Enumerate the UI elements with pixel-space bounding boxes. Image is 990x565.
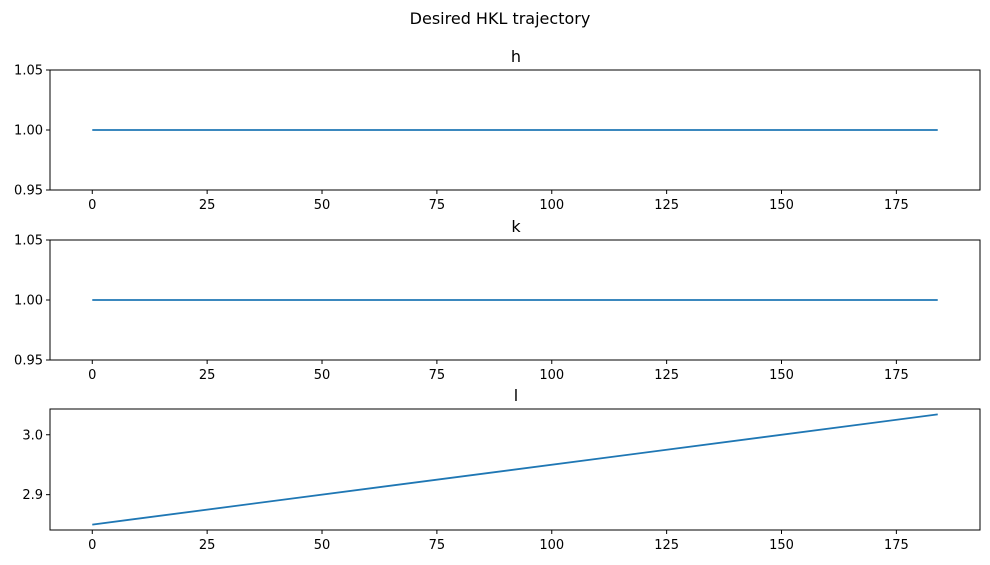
x-tick-label: 75 xyxy=(429,538,446,553)
subplot-k: k 0 25 50 75 100 125 150 175 0.95 1.00 1.05 xyxy=(14,217,981,383)
series-line-l xyxy=(92,413,938,526)
subplot-title-k: k xyxy=(511,217,521,236)
x-tick-label: 75 xyxy=(429,198,446,213)
subplot-h: h 0 25 50 75 100 125 150 175 0.95 1.00 1.05 xyxy=(14,47,981,213)
x-tick-label: 150 xyxy=(769,538,794,553)
x-tick-label: 0 xyxy=(88,198,96,213)
x-tick-label: 50 xyxy=(314,538,331,553)
x-tick-label: 150 xyxy=(769,198,794,213)
x-tick-label: 0 xyxy=(88,368,96,383)
y-tick-label: 0.95 xyxy=(14,184,43,199)
x-tick-label: 75 xyxy=(429,368,446,383)
x-tick-label: 175 xyxy=(884,198,909,213)
y-tick-label: 1.00 xyxy=(14,294,43,309)
x-tick-label: 50 xyxy=(314,198,331,213)
x-tick-label: 125 xyxy=(654,538,679,553)
x-tick-label: 100 xyxy=(539,538,564,553)
subplot-title-l: l xyxy=(514,386,518,405)
x-tick-label: 125 xyxy=(654,368,679,383)
x-tick-label: 150 xyxy=(769,368,794,383)
figure-title: Desired HKL trajectory xyxy=(410,9,591,28)
y-tick-label: 1.05 xyxy=(14,64,43,79)
x-tick-label: 50 xyxy=(314,368,331,383)
subplot-title-h: h xyxy=(511,47,521,66)
axes-frame-l xyxy=(49,408,981,531)
x-tick-label: 100 xyxy=(539,198,564,213)
x-tick-label: 125 xyxy=(654,198,679,213)
x-tick-label: 175 xyxy=(884,538,909,553)
x-tick-label: 25 xyxy=(199,198,216,213)
y-tick-label: 1.05 xyxy=(14,234,43,249)
x-tick-label: 100 xyxy=(539,368,564,383)
x-tick-label: 175 xyxy=(884,368,909,383)
x-tick-label: 0 xyxy=(88,538,96,553)
y-tick-label: 1.00 xyxy=(14,124,43,139)
x-tick-label: 25 xyxy=(199,538,216,553)
y-tick-label: 3.0 xyxy=(22,428,43,443)
y-tick-label: 2.9 xyxy=(22,488,43,503)
x-tick-label: 25 xyxy=(199,368,216,383)
subplot-l: l 0 25 50 75 100 125 150 175 2.9 3.0 xyxy=(22,386,981,553)
y-tick-label: 0.95 xyxy=(14,354,43,369)
